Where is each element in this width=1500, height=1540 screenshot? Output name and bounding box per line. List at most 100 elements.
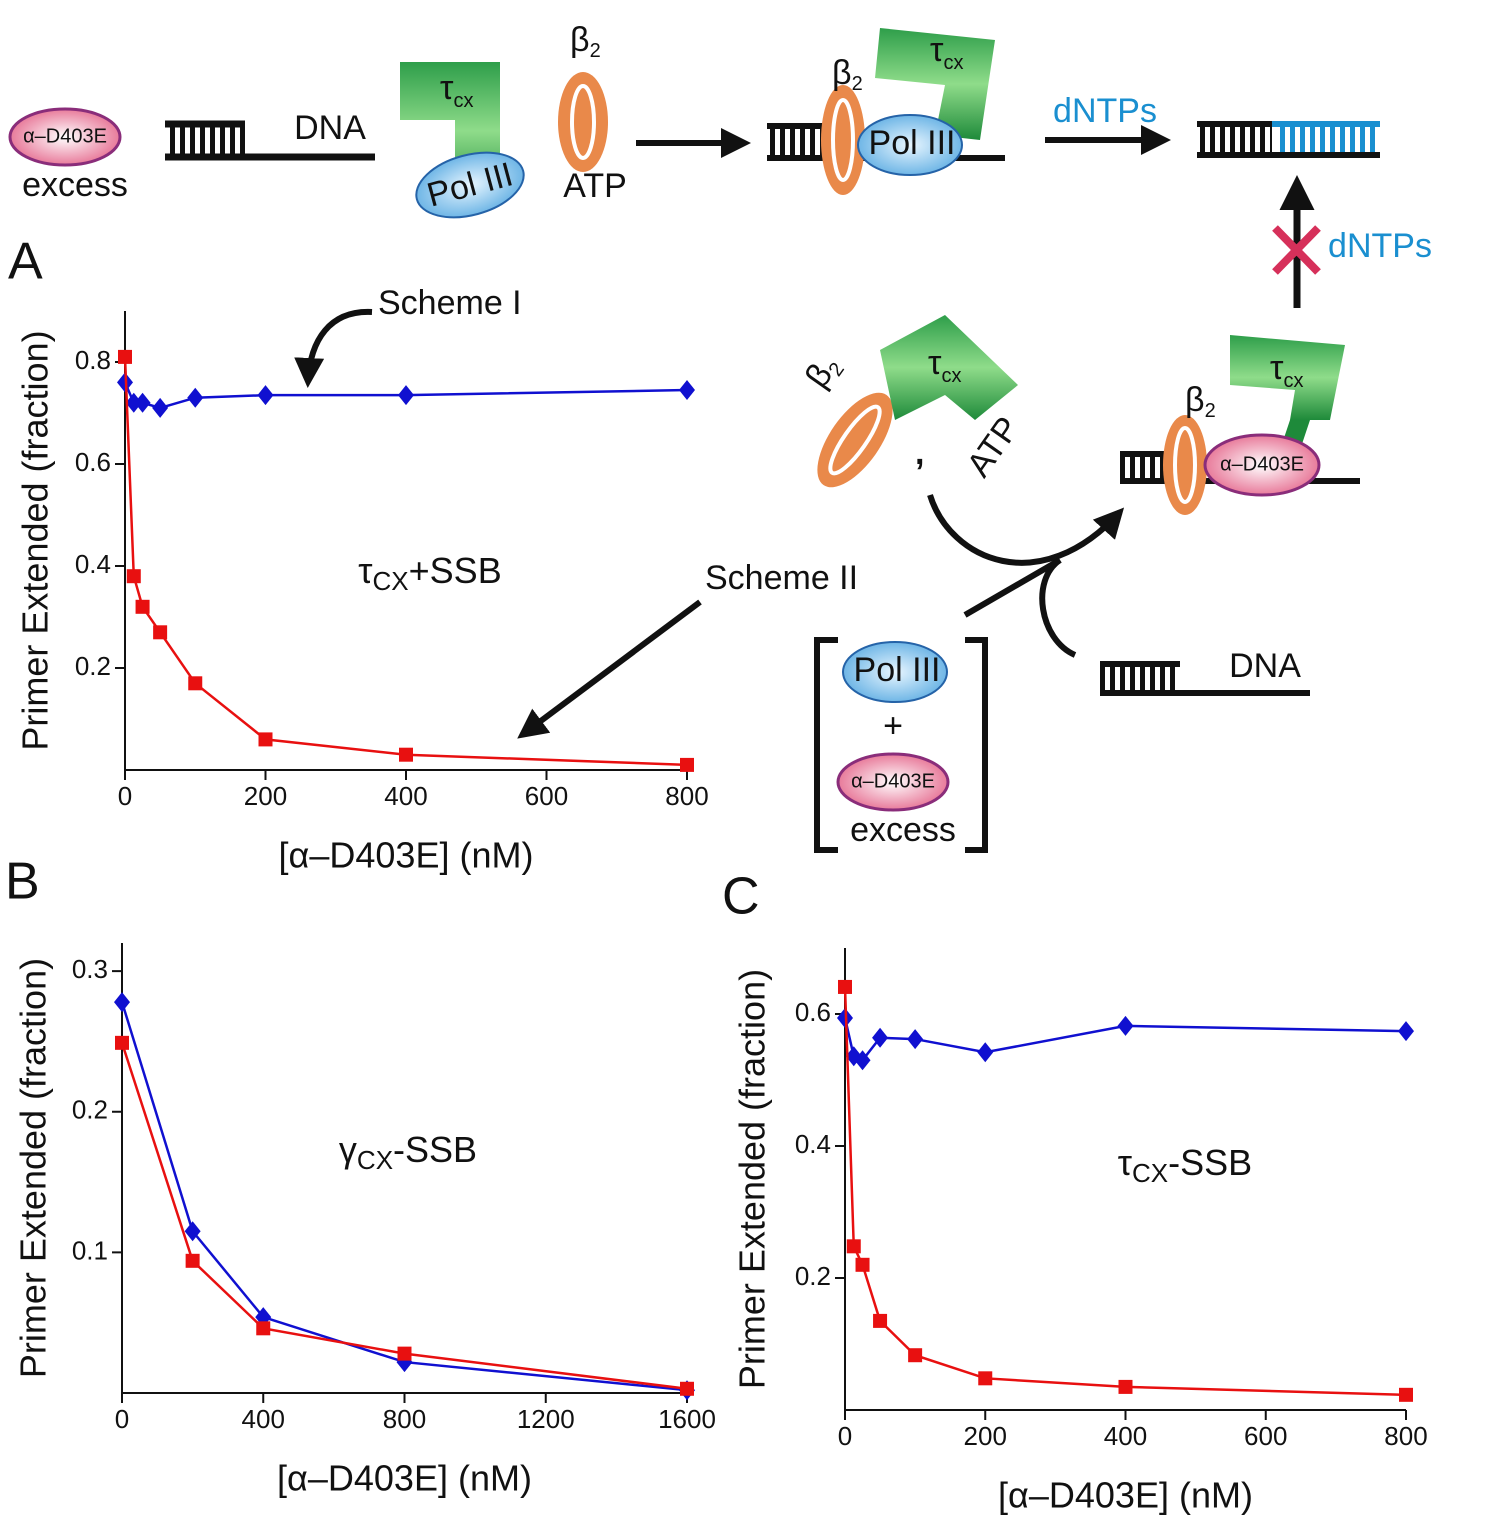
y-axis-title: Primer Extended (fraction) <box>13 958 54 1378</box>
mutant-label: α–D403E <box>1220 453 1304 475</box>
x-tick-label: 0 <box>838 1421 852 1451</box>
data-point <box>188 676 203 691</box>
mutant-label: α–D403E <box>851 770 935 792</box>
mutant-protein <box>1203 433 1321 497</box>
annotation: τCX-SSB <box>1118 1142 1252 1188</box>
tau-sub: cx <box>943 52 963 74</box>
series-line <box>120 1042 688 1391</box>
scheme-diagram: α–D403E excess DNA τcx Pol III β2 ATP τc… <box>5 21 1432 926</box>
comma: , <box>915 434 924 472</box>
x-axis-title: [α–D403E] (nM) <box>279 835 534 876</box>
data-point <box>187 387 204 408</box>
data-point <box>1118 1379 1133 1394</box>
tau-label: τcx <box>1270 349 1303 392</box>
line-chart: 0.2 0.4 0.6 0.8 0 200 400 600 800 [α–D403E] (nM) P… <box>15 311 709 876</box>
x-tick-label: 200 <box>244 781 287 811</box>
tau-symbol: τ <box>930 31 944 69</box>
y-tick-label: 0.3 <box>72 954 108 984</box>
data-point <box>152 397 169 418</box>
data-point <box>115 1035 129 1050</box>
excess-label: excess <box>22 166 128 204</box>
data-point <box>872 1027 889 1048</box>
data-point <box>184 1221 201 1242</box>
tau-clamp-loader <box>1230 335 1345 420</box>
tau-sub: cx <box>453 90 473 112</box>
data-point <box>126 569 141 584</box>
pol-label: Pol III <box>854 651 941 689</box>
data-point <box>135 599 150 614</box>
x-tick-label: 800 <box>665 781 708 811</box>
x-tick-label: 800 <box>383 1404 426 1434</box>
beta-sub: 2 <box>590 40 601 62</box>
dntps-label: dNTPs <box>1053 92 1157 130</box>
data-point <box>118 349 132 364</box>
x-tick-label: 600 <box>1244 1421 1287 1451</box>
data-point <box>134 392 151 413</box>
tau-label: τcx <box>928 344 961 387</box>
data-point <box>258 732 273 747</box>
data-point <box>1399 1387 1413 1402</box>
x-tick-label: 0 <box>115 1404 129 1434</box>
panel-label: C <box>722 868 760 926</box>
annotation-sub: CX <box>1132 1158 1168 1188</box>
tau-symbol: τ <box>928 344 942 382</box>
y-axis-title: Primer Extended (fraction) <box>732 969 773 1389</box>
dna-label: DNA <box>294 109 366 147</box>
bracket <box>814 637 988 853</box>
y-tick-label: 0.8 <box>75 345 111 375</box>
arrow <box>517 599 702 739</box>
atp-label: ATP <box>960 410 1028 484</box>
y-tick-label: 0.1 <box>72 1235 108 1265</box>
data-point <box>114 992 130 1013</box>
data-point <box>680 757 694 772</box>
beta-clamp <box>821 85 865 195</box>
plus-label: + <box>883 707 903 745</box>
x-tick-label: 200 <box>964 1421 1007 1451</box>
line-chart: 0.2 0.4 0.6 0 200 400 600 800 [α–D403E] (nM) Prim… <box>732 948 1428 1516</box>
beta-label: β2 <box>832 54 863 95</box>
dna <box>165 120 375 161</box>
annotation-rest: -SSB <box>393 1129 477 1170</box>
arrow <box>294 308 373 388</box>
pol-iii <box>415 151 525 219</box>
data-point <box>873 1313 888 1328</box>
data-point <box>838 979 852 994</box>
data-point <box>907 1029 924 1050</box>
atp-label: ATP <box>563 167 627 205</box>
excess-label: excess <box>850 811 956 849</box>
beta-label: β2 <box>1185 381 1216 422</box>
data-point <box>855 1257 870 1272</box>
arrow <box>963 557 1062 618</box>
arrow <box>1039 557 1077 658</box>
data-point <box>846 1239 861 1254</box>
annotation-sub: CX <box>373 566 409 596</box>
beta-sub: 2 <box>1205 400 1216 422</box>
data-point <box>854 1050 871 1071</box>
tau-clamp-loader <box>880 315 1018 420</box>
data-point <box>1117 1015 1134 1036</box>
tau-sub: cx <box>1283 370 1303 392</box>
panel-label: A <box>8 233 43 291</box>
mutant-protein <box>836 752 950 812</box>
data-point <box>679 380 695 401</box>
x-tick-label: 400 <box>384 781 427 811</box>
y-tick-label: 0.4 <box>795 1129 831 1159</box>
beta-symbol: β <box>832 54 852 92</box>
beta-symbol: β <box>1185 381 1205 419</box>
annotation-rest: +SSB <box>409 550 502 591</box>
beta-clamp <box>1163 415 1207 515</box>
charts: 0.20.40.60.80 200 400 600 800[α–D403E] (nM)P… <box>13 311 1428 1516</box>
mutant-protein <box>8 107 122 167</box>
tau-sub: cx <box>941 365 961 387</box>
annotation-sub: CX <box>357 1145 393 1175</box>
x-tick-label: 0 <box>118 781 132 811</box>
x-tick-label: 1600 <box>658 1404 716 1434</box>
data-point <box>908 1348 923 1363</box>
annotation-symbol: τ <box>1118 1142 1132 1183</box>
beta-label: β2 <box>570 21 601 62</box>
annotation: τCX+SSB <box>358 550 501 596</box>
data-point <box>977 1042 994 1063</box>
data-point <box>1398 1021 1414 1042</box>
series-line <box>843 986 1407 1397</box>
